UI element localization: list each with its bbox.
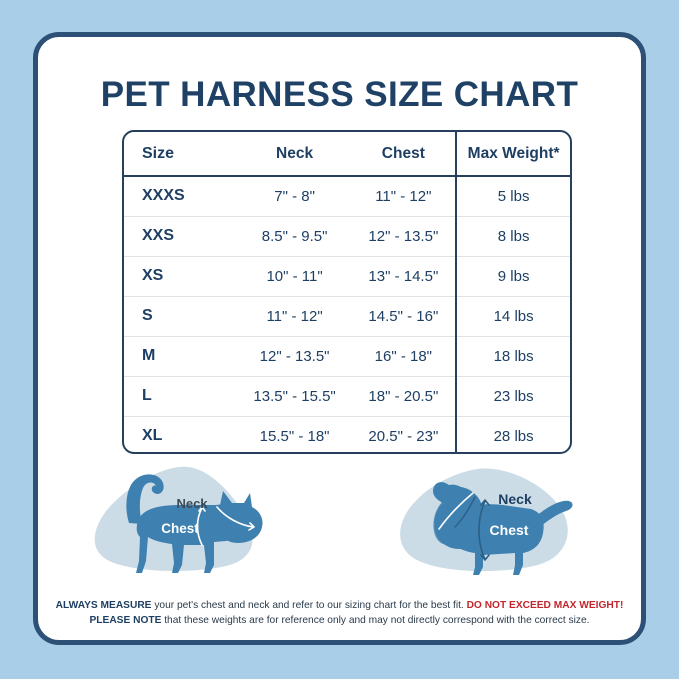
cat-body-shape bbox=[135, 504, 240, 573]
column-header-chest: Chest bbox=[351, 132, 457, 177]
cat-head-shape bbox=[217, 491, 263, 543]
size-chart-table-container: Size Neck Chest Max Weight* XXXS 7" - 8"… bbox=[122, 130, 572, 454]
cell-neck: 15.5" - 18" bbox=[237, 415, 352, 452]
cell-chest: 12" - 13.5" bbox=[351, 215, 457, 256]
table-row: XL 15.5" - 18" 20.5" - 23" 28 lbs bbox=[124, 415, 570, 452]
cell-size: XXS bbox=[124, 215, 238, 256]
column-header-size: Size bbox=[124, 132, 238, 177]
cell-neck: 8.5" - 9.5" bbox=[237, 215, 352, 256]
table-row: XXXS 7" - 8" 11" - 12" 5 lbs bbox=[124, 176, 570, 216]
footer-line1-warning: DO NOT EXCEED MAX WEIGHT! bbox=[466, 600, 624, 611]
dog-chest-loop-arrow-bottom bbox=[480, 554, 491, 561]
cell-size: XXXS bbox=[142, 187, 185, 205]
dog-neck-loop-back bbox=[454, 496, 476, 528]
cell-size: XL bbox=[124, 415, 238, 452]
footer-note: ALWAYS MEASURE your pet's chest and neck… bbox=[50, 599, 629, 628]
cell-neck: 10" - 11" bbox=[237, 255, 352, 296]
cat-neck-loop-arrow bbox=[247, 522, 255, 531]
cell-chest: 13" - 14.5" bbox=[351, 255, 457, 296]
cat-chest-loop-arrow-top bbox=[197, 506, 206, 512]
cell-weight: 8 lbs bbox=[455, 215, 570, 256]
footer-line1-text: your pet's chest and neck and refer to o… bbox=[151, 600, 467, 611]
table-header-row: Size Neck Chest Max Weight* bbox=[124, 132, 570, 177]
cell-weight: 28 lbs bbox=[455, 415, 570, 452]
cat-measurement-diagram: Neck Chest bbox=[84, 461, 294, 583]
cell-size: L bbox=[124, 375, 238, 416]
measurement-illustrations: Neck Chest bbox=[38, 461, 641, 583]
cell-neck: 11" - 12" bbox=[237, 295, 352, 336]
dog-chest-loop bbox=[478, 500, 487, 560]
cell-weight: 23 lbs bbox=[455, 375, 570, 416]
cell-neck: 12" - 13.5" bbox=[237, 335, 352, 376]
cell-weight: 5 lbs bbox=[455, 176, 570, 216]
table-row: M 12" - 13.5" 16" - 18" 18 lbs bbox=[124, 335, 570, 376]
cell-chest: 14.5" - 16" bbox=[351, 295, 457, 336]
table-row: S 11" - 12" 14.5" - 16" 14 lbs bbox=[124, 295, 570, 336]
footer-line-1: ALWAYS MEASURE your pet's chest and neck… bbox=[50, 599, 629, 614]
cell-chest: 16" - 18" bbox=[351, 335, 457, 376]
cell-weight: 14 lbs bbox=[455, 295, 570, 336]
cell-neck: 13.5" - 15.5" bbox=[237, 375, 352, 416]
cat-chest-label: Chest bbox=[161, 521, 199, 536]
footer-line1-bold: ALWAYS MEASURE bbox=[55, 600, 152, 611]
cell-size: XS bbox=[124, 255, 238, 296]
dog-neck-label: Neck bbox=[499, 491, 533, 507]
cat-neck-label: Neck bbox=[176, 496, 208, 511]
cat-chest-loop bbox=[196, 507, 203, 546]
footer-line2-text: that these weights are for reference onl… bbox=[161, 614, 590, 626]
cell-weight: 9 lbs bbox=[455, 255, 570, 296]
table-row: XS 10" - 11" 13" - 14.5" 9 lbs bbox=[124, 255, 570, 296]
dog-tail-shape bbox=[535, 500, 573, 527]
cell-neck: 7" - 8" bbox=[274, 187, 315, 205]
footer-line2-bold: PLEASE NOTE bbox=[89, 614, 162, 626]
column-header-weight: Max Weight* bbox=[455, 132, 570, 177]
dog-chest-label: Chest bbox=[490, 522, 529, 538]
cell-weight: 18 lbs bbox=[455, 335, 570, 376]
table-row: L 13.5" - 15.5" 18" - 20.5" 23 lbs bbox=[124, 375, 570, 416]
cell-chest: 18" - 20.5" bbox=[351, 375, 457, 416]
cat-tail-shape bbox=[126, 474, 164, 524]
dog-neck-loop-arrow bbox=[436, 524, 445, 532]
cell-chest: 20.5" - 23" bbox=[351, 415, 457, 452]
size-chart-table: Size Neck Chest Max Weight* XXXS 7" - 8"… bbox=[124, 132, 570, 452]
dog-neck-loop bbox=[438, 492, 475, 530]
cell-size: M bbox=[124, 335, 238, 376]
column-header-neck: Neck bbox=[237, 132, 352, 177]
table-body: XXXS 7" - 8" 11" - 12" 5 lbs XXS 8.5" - … bbox=[124, 176, 570, 452]
size-chart-card: PET HARNESS SIZE CHART Size Neck Chest M… bbox=[33, 32, 646, 645]
page-title: PET HARNESS SIZE CHART bbox=[100, 75, 579, 114]
cat-neck-loop bbox=[215, 506, 254, 528]
cell-chest: 11" - 12" bbox=[375, 187, 432, 205]
footer-line-2: PLEASE NOTE that these weights are for r… bbox=[50, 614, 629, 629]
table-header: Size Neck Chest Max Weight* bbox=[124, 132, 570, 177]
table-row: XXS 8.5" - 9.5" 12" - 13.5" 8 lbs bbox=[124, 215, 570, 256]
dog-chest-loop-arrow-top bbox=[480, 499, 491, 506]
dog-measurement-diagram: Neck Chest bbox=[385, 461, 595, 583]
cell-size: S bbox=[124, 295, 238, 336]
